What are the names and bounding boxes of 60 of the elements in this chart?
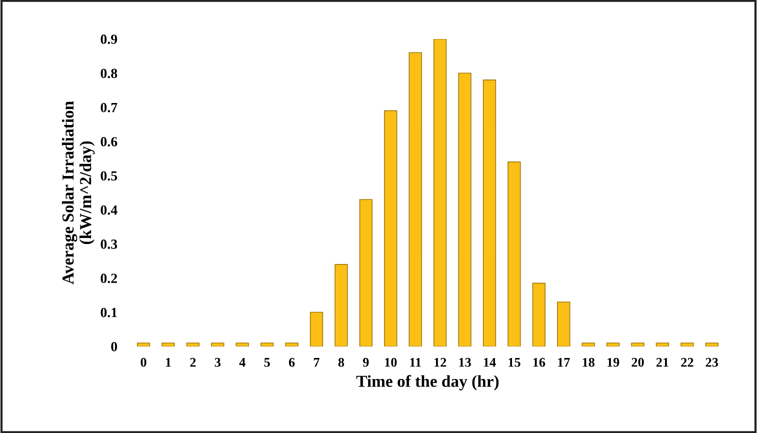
- bar: [285, 342, 298, 346]
- bar: [656, 342, 670, 346]
- bar: [705, 342, 718, 346]
- x-tick-label: 17: [558, 358, 570, 367]
- x-tick-label: 9: [362, 358, 369, 367]
- x-tick-label: 13: [459, 358, 471, 367]
- y-tick-label: 0.7: [100, 102, 118, 112]
- bar: [136, 342, 150, 346]
- x-tick-label: 18: [582, 358, 594, 367]
- bar: [162, 342, 175, 346]
- bar: [334, 264, 348, 346]
- y-tick-label: 0.1: [100, 308, 117, 318]
- x-tick-label: 11: [410, 358, 421, 367]
- x-tick-label: 7: [314, 358, 320, 367]
- x-tick-label: 12: [434, 358, 446, 367]
- x-tick-label: 10: [385, 358, 397, 367]
- x-tick-label: 15: [508, 358, 520, 367]
- bar: [680, 342, 694, 346]
- bar: [433, 38, 447, 346]
- bar: [557, 302, 570, 346]
- bar: [236, 342, 249, 346]
- y-tick-label: 0.8: [100, 68, 118, 78]
- bar: [606, 342, 620, 346]
- y-tick-label: 0.2: [100, 274, 117, 284]
- x-tick-label: 20: [632, 358, 644, 367]
- bar: [310, 312, 324, 346]
- bar: [260, 342, 274, 346]
- x-tick-label: 19: [608, 358, 620, 367]
- y-tick-label: 0.3: [100, 240, 118, 249]
- x-tick-label: 4: [239, 358, 246, 367]
- bar: [458, 72, 472, 346]
- y-tick-label: 0: [111, 342, 118, 352]
- x-tick-label: 16: [533, 358, 546, 367]
- x-tick-label: 8: [338, 358, 344, 367]
- x-tick-label: 3: [214, 358, 220, 367]
- y-tick-label: 0.6: [100, 137, 118, 146]
- x-axis-title: Time of the day (hr): [356, 375, 499, 390]
- x-tick-label: 22: [681, 358, 694, 367]
- bar: [482, 80, 496, 346]
- x-tick-label: 23: [706, 358, 718, 367]
- bar: [508, 162, 521, 346]
- bar: [532, 282, 546, 346]
- y-tick-label: 0.4: [100, 205, 118, 215]
- x-tick-label: 6: [288, 358, 295, 367]
- bar: [384, 110, 398, 346]
- bar: [631, 342, 644, 346]
- y-tick-label: 0.5: [100, 171, 118, 181]
- x-tick-label: 21: [656, 358, 668, 367]
- bar: [408, 52, 422, 346]
- x-tick-label: 5: [264, 358, 270, 367]
- x-tick-label: 0: [140, 358, 146, 367]
- y-axis-title: Average Solar Irradiation (kW/m^2/day): [62, 101, 95, 284]
- x-tick-label: 2: [190, 358, 196, 367]
- bar: [582, 342, 595, 346]
- bar: [186, 342, 200, 346]
- x-tick-label: 1: [166, 358, 171, 367]
- bar: [211, 342, 224, 346]
- bar: [359, 199, 373, 346]
- y-tick-label: 0.9: [100, 34, 118, 44]
- x-tick-label: 14: [484, 358, 496, 367]
